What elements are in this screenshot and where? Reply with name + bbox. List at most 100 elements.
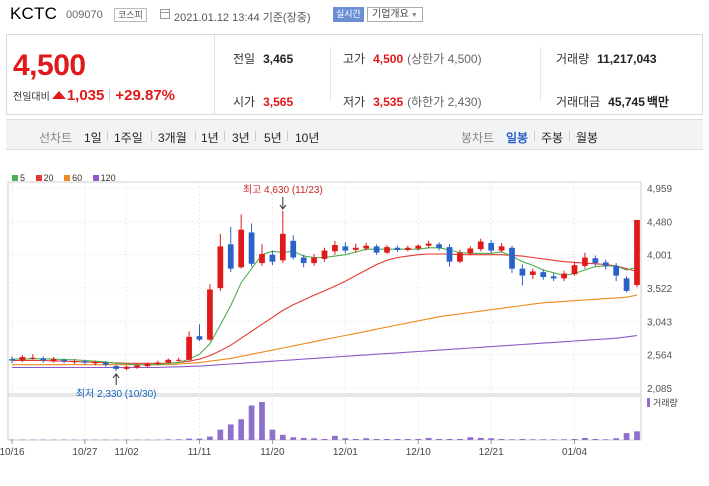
divider — [195, 131, 196, 141]
market-badge: 코스피 — [114, 8, 147, 22]
y-tick-label: 4,959 — [647, 184, 672, 195]
company-overview-button[interactable]: 기업개요 ▼ — [367, 7, 423, 22]
volume-bar — [238, 419, 245, 440]
candle-body — [519, 268, 526, 276]
legend-label: 60 — [72, 173, 83, 183]
lower-limit: (하한가 2,430) — [407, 95, 482, 109]
volume-bar — [342, 438, 349, 440]
volume-bar — [540, 439, 547, 440]
volume-bar — [509, 439, 515, 440]
volume-bar — [550, 439, 557, 440]
candle-body — [227, 244, 234, 269]
prev-close-value: 3,465 — [263, 52, 294, 66]
volume-bar — [332, 435, 338, 440]
volume-bar — [467, 437, 474, 440]
period-5y[interactable]: 5년 — [264, 131, 282, 145]
volume-bar — [352, 438, 359, 440]
candle-body — [238, 229, 245, 268]
volume-bar — [61, 439, 67, 441]
candle-body — [61, 359, 67, 362]
candle-body — [40, 358, 47, 361]
candle-monthly[interactable]: 월봉 — [576, 131, 599, 145]
candle-body — [342, 246, 349, 251]
candle-body — [279, 233, 286, 261]
high-label: 고가 — [343, 52, 366, 66]
candle-body — [217, 246, 224, 289]
open-label: 시가 — [233, 95, 256, 109]
x-tick-label: 11/02 — [114, 447, 139, 458]
volume-cell: 거래량 11,217,043 — [556, 50, 657, 67]
volume-bar — [144, 439, 151, 441]
stock-chart[interactable]: 4,959 4,480 4,001 3,522 3,043 2,564 2,085 10/16… — [0, 160, 709, 486]
candle-body — [446, 247, 453, 262]
legend-ma60: 60 — [64, 173, 82, 183]
candle-body — [425, 243, 432, 246]
volume-bar — [300, 437, 307, 440]
low-value: 3,535 — [373, 95, 404, 109]
candle-body — [623, 278, 630, 291]
candle-body — [477, 241, 484, 250]
volume-legend-swatch — [647, 398, 650, 407]
candle-body — [488, 242, 495, 251]
candle-body — [384, 247, 390, 253]
dropdown-caret-icon: ▼ — [410, 12, 418, 19]
candle-body — [102, 362, 109, 365]
candle-chart-label: 봉차트 — [461, 131, 495, 145]
candle-body — [540, 272, 547, 278]
high-annotation: 최고 4,630 (11/23) — [243, 184, 323, 196]
legend-ma20: 20 — [35, 173, 54, 183]
candle-body — [467, 248, 474, 254]
divider — [151, 131, 152, 141]
low-label: 저가 — [343, 95, 366, 109]
period-3y[interactable]: 3년 — [232, 131, 250, 145]
divider — [569, 131, 570, 141]
volume-bar — [50, 439, 57, 441]
volume-bar — [227, 424, 234, 440]
period-10y[interactable]: 10년 — [295, 131, 320, 145]
volume-bar — [571, 438, 578, 440]
ma5-line — [12, 247, 638, 366]
x-tick-label: 10/27 — [72, 447, 97, 458]
high-cell: 고가 4,500 (상한가 4,500) — [343, 50, 482, 67]
divider — [540, 47, 541, 102]
volume-bar — [207, 436, 213, 440]
calendar-icon — [160, 9, 170, 19]
candle-body — [82, 361, 88, 363]
change-amount: 1,035 — [66, 87, 105, 104]
timestamp: 2021.01.12 13:44 기준(장중) — [174, 12, 311, 24]
candle-daily[interactable]: 일봉 — [506, 131, 529, 145]
volume-bar — [582, 437, 588, 440]
candle-body — [602, 262, 609, 266]
volume-bar — [311, 438, 317, 440]
candle-body — [415, 245, 422, 249]
legend-label: 20 — [43, 173, 54, 183]
divider — [287, 131, 288, 141]
x-tick-label: 12/01 — [333, 447, 358, 458]
candle-body — [290, 240, 297, 258]
period-1y[interactable]: 1년 — [201, 131, 219, 145]
realtime-button[interactable]: 실시간 — [333, 7, 364, 22]
period-1w[interactable]: 1주일 — [114, 131, 143, 145]
volume-bar — [154, 439, 161, 441]
current-price: 4,500 — [13, 49, 86, 82]
volume-bar — [457, 438, 463, 440]
quote-panel: 4,500 전일대비 1,035 +29.87% 전일 3,465 시가 3,565 고… — [6, 34, 703, 115]
candle-body — [509, 247, 515, 269]
y-tick-label: 3,043 — [647, 317, 672, 328]
candle-weekly[interactable]: 주봉 — [541, 131, 564, 145]
period-1d[interactable]: 1일 — [84, 131, 102, 145]
period-3m[interactable]: 3개월 — [158, 131, 187, 145]
period-bar: 선차트 1일 1주일 3개월 1년 3년 5년 10년 봉차트 일봉 주봉 월봉 — [6, 119, 703, 150]
candle-body — [352, 247, 359, 250]
legend-swatch — [92, 175, 99, 181]
legend-ma5: 5 — [12, 173, 25, 183]
low-annotation: 최저 2,330 (10/30) — [76, 388, 157, 400]
volume-bar — [19, 439, 26, 441]
legend-ma120: 120 — [92, 173, 116, 183]
candle-body — [457, 252, 463, 262]
candle-body — [613, 265, 620, 276]
candle-body — [113, 366, 120, 369]
candle-body — [269, 254, 276, 262]
open-value: 3,565 — [263, 95, 294, 109]
volume-bar — [217, 429, 224, 440]
